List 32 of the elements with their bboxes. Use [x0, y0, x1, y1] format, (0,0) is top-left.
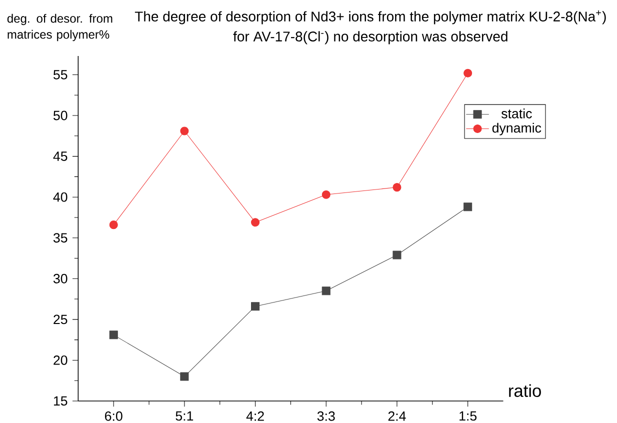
point — [392, 183, 402, 192]
x-tick-label: 2:4 — [388, 411, 406, 421]
x-tick-label: 4:2 — [246, 411, 264, 421]
point — [322, 286, 330, 296]
point — [251, 302, 260, 311]
point — [392, 250, 402, 260]
legend-label: static — [501, 108, 532, 118]
y-tick-label: 50 — [53, 110, 68, 120]
x-tick-label: 3:3 — [317, 411, 335, 421]
point — [180, 372, 189, 381]
point — [464, 202, 472, 212]
point — [322, 190, 330, 199]
point — [180, 126, 189, 136]
y-tick-label: 45 — [53, 152, 68, 161]
x-tick-label: 1:5 — [460, 411, 477, 421]
x-tick-label: 6:0 — [105, 411, 122, 421]
y-tick-label: 35 — [53, 233, 68, 243]
legend-label: dynamic — [492, 122, 542, 136]
x-axis-title: ratio — [509, 384, 541, 397]
y-tick-label: 20 — [54, 355, 68, 365]
y-tick-label: 25 — [54, 314, 68, 324]
point — [251, 218, 260, 227]
y-tick-label: 30 — [53, 274, 68, 284]
chart-title: The degree of desorption of Nd3+ ions from the polymer matrix KU-2-8(Na$^{+}$) for AV-17-8(Cl$^{-}$) no desorption was observed — [134, 10, 606, 44]
y-tick-label: 55 — [53, 70, 68, 80]
point — [109, 220, 118, 230]
y-axis-title: deg. of desor. from matrices polymer% — [7, 14, 112, 42]
point — [464, 68, 472, 78]
y-tick-label: 40 — [53, 192, 68, 202]
point — [109, 330, 118, 340]
x-tick-label: 5:1 — [176, 411, 194, 421]
y-tick-label: 15 — [54, 396, 68, 406]
